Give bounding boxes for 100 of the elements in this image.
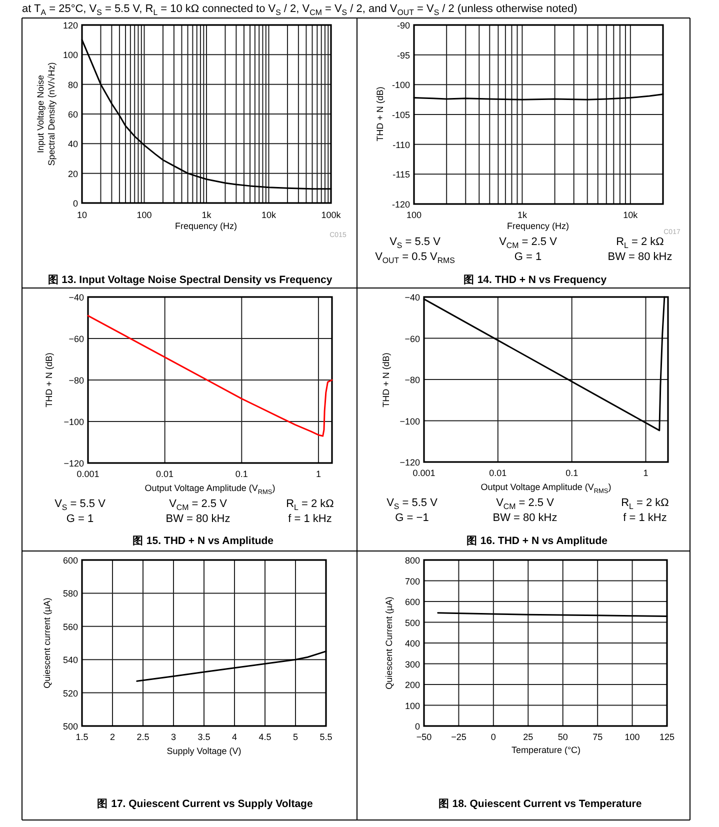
text: at T$_{A}$ = 25°C, V$_{S}$ = 5.5 V, R$_{L}$ = 10 kΩ connected to V$_{S}$ / 2, V$_{CM}$ = V$_{S}$ / 2, and V$_{OUT}$ = V$_{S}$ / 2 (unless otherwise noted) [22,3,578,17]
x-tick-label: −50 [416,732,432,742]
x-tick-label: 0.001 [76,469,100,479]
y-tick-label: -95 [396,50,410,60]
x-tick-label: 10k [623,210,638,220]
y-tick-label: −120 [400,458,420,468]
text: V$_{CM}$ = 2.5 V [499,236,558,250]
y-axis-title: Input Voltage Noise Spectral Density (nV/√Hz) [36,62,56,166]
y-tick-label: -115 [392,170,410,180]
y-axis-title: Quiescent Current (µA) [384,596,394,690]
x-tick-label: 5 [292,732,298,742]
y-tick-label: 540 [62,655,78,666]
x-tick-label: 0 [490,732,496,742]
y-tick-label: -105 [392,110,410,120]
y-tick-label: 400 [404,638,420,648]
x-tick-label: 75 [592,732,603,742]
y-tick-label: 600 [404,597,420,607]
text: R$_{L}$ = 2 kΩ [621,497,669,511]
y-tick-label: 500 [62,722,78,732]
y-tick-label: 580 [62,588,78,599]
x-tick-label: 25 [523,732,534,742]
y-tick-label: -120 [392,200,410,210]
y-tick-label: −60 [404,334,420,344]
text: 图 18. Quiescent Current vs Temperature [438,798,642,810]
text: G = 1 [66,513,94,525]
y-tick-label: 20 [68,168,78,179]
x-tick-label: 0.01 [489,468,507,478]
y-tick-label: -110 [392,140,410,150]
y-tick-label: 700 [404,576,420,586]
x-tick-label: 4 [232,732,238,742]
y-tick-label: −40 [404,292,420,302]
y-tick-label: 520 [62,688,78,698]
y-tick-label: 200 [404,680,420,690]
y-tick-label: 40 [68,139,78,150]
y-axis-title: THD + N (dB) [381,352,391,408]
text: V$_{CM}$ = 2.5 V [169,498,228,512]
y-axis-title: THD + N (dB) [44,352,54,408]
x-axis-title: Output Voltage Amplitude (V$_{RMS}$) [144,483,276,496]
x-tick-label: 2.5 [136,732,150,742]
x-tick-label: 100 [136,210,152,220]
x-axis-title: Frequency (Hz) [174,221,238,231]
text: G = −1 [395,512,429,524]
x-tick-label: 2 [110,732,116,742]
text: V$_{CM}$ = 2.5 V [496,497,555,511]
y-tick-label: 500 [404,618,420,628]
y-tick-label: -90 [396,20,410,30]
text: R$_{L}$ = 2 kΩ [286,498,334,512]
text: BW = 80 kHz [492,512,558,524]
y-tick-label: −80 [68,376,84,386]
y-tick-label: −60 [68,334,84,344]
text: R$_{L}$ = 2 kΩ [616,236,664,250]
x-axis-title: Frequency (Hz) [506,221,570,231]
x-tick-label: 3 [170,732,176,742]
x-tick-label: −25 [451,732,466,742]
y-tick-label: 80 [68,80,78,90]
x-tick-label: 1 [643,468,648,478]
text: f = 1 kHz [623,512,667,524]
y-tick-label: −40 [68,292,84,302]
x-tick-label: 0.1 [235,469,248,479]
x-tick-label: 125 [659,732,675,742]
x-tick-label: 0.01 [156,469,174,479]
x-tick-label: 0.001 [412,468,436,478]
y-tick-label: -100 [392,80,410,90]
y-tick-label: 60 [68,110,78,120]
x-tick-label: 1.5 [76,732,88,742]
x-tick-label: 100k [321,210,342,220]
y-axis-title: THD + N (dB) [375,86,385,142]
x-tick-label: 50 [558,732,568,742]
y-tick-label: 600 [62,556,78,566]
text: V$_{S}$ = 5.5 V [390,236,442,250]
y-tick-label: −120 [64,458,84,468]
x-axis-title: Temperature (°C) [511,745,581,755]
y-tick-label: 800 [404,556,420,566]
x-tick-label: 100 [624,732,640,742]
x-tick-label: 1k [517,210,528,220]
y-tick-label: 560 [62,622,78,632]
text: 图 15. THD + N vs Amplitude [132,535,274,547]
y-tick-label: −80 [404,375,420,385]
x-axis-title: Supply Voltage (V) [166,746,242,756]
x-tick-label: 10 [76,210,88,220]
y-tick-label: 100 [62,50,78,60]
y-tick-label: 0 [414,722,420,732]
text: 图 13. Input Voltage Noise Spectral Density vs Frequency [48,274,332,286]
text: 图 17. Quiescent Current vs Supply Voltage [97,798,313,810]
y-tick-label: −100 [64,417,84,427]
y-tick-label: 120 [62,20,78,30]
text: 图 16. THD + N vs Amplitude [466,535,608,547]
x-tick-label: 4.5 [258,732,272,742]
x-tick-label: 5.5 [320,732,332,742]
text: G = 1 [514,251,542,263]
text: f = 1 kHz [288,513,332,525]
text: V$_{S}$ = 5.5 V [54,498,106,512]
text: 图 14. THD + N vs Frequency [463,274,607,286]
y-tick-label: 300 [404,659,420,670]
text: BW = 80 kHz [166,513,230,525]
y-axis-title: Quiescent current (µA) [42,598,52,688]
y-tick-label: 100 [404,700,420,711]
x-tick-label: 10k [261,210,277,220]
x-tick-label: 1 [316,469,321,479]
y-tick-label: −100 [400,416,420,426]
